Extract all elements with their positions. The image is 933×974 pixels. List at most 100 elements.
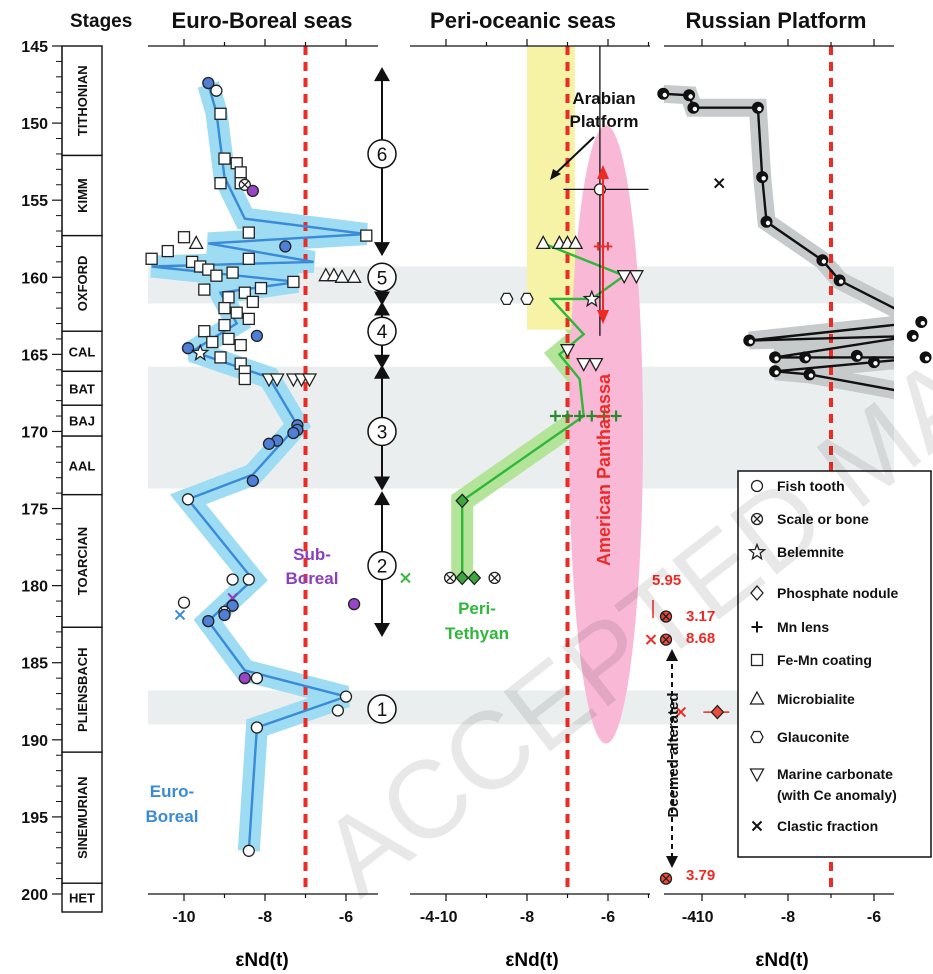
mark-0-0-66 <box>218 608 231 622</box>
mark-1-0-20 <box>455 570 470 586</box>
x-tick-label-2-0: -10 <box>690 909 713 926</box>
mark-0-0-25 <box>334 268 350 283</box>
y-tick-label-4: 165 <box>21 347 48 364</box>
mark-1-0-4 <box>616 270 632 285</box>
mark-0-0-11 <box>360 229 373 242</box>
mark-0-0-38 <box>250 329 264 343</box>
mark-0-0-58 <box>246 474 259 487</box>
mark-1-0-3 <box>568 235 584 250</box>
mark-0-0-71 <box>339 690 353 703</box>
stage-box-4 <box>61 370 103 406</box>
annotation-american-panthalassa: American Panthalassa <box>594 373 614 566</box>
event-arrow-top-4 <box>374 491 390 506</box>
mark-0-0-69 <box>238 671 251 685</box>
stage-column: TITHONIAN KIMM OXFORD CAL BAT BAJ AAL TOARCIAN P… <box>61 45 103 913</box>
legend-marker-3 <box>750 585 764 601</box>
legend-marker-2 <box>747 542 767 561</box>
mark-0-0-10 <box>242 226 255 239</box>
event-arrow-bottom-3 <box>374 476 390 491</box>
legend-label-4: Mn lens <box>777 619 829 635</box>
trend-band-2 <box>664 84 894 400</box>
event-label-4: 2 <box>377 557 388 578</box>
panel-title-euro-boreal: Euro-Boreal seas <box>172 8 353 33</box>
mark-1-0-21 <box>467 570 482 586</box>
mark-2-0-13 <box>850 349 863 362</box>
mark-1-0-0 <box>535 235 551 250</box>
event-circle-5 <box>367 694 397 724</box>
mark-1-0-16 <box>598 410 610 422</box>
stage-label-1: KIMM <box>75 178 90 213</box>
stage-box-0 <box>61 45 103 157</box>
mark-0-0-26 <box>346 268 362 283</box>
event-arrow-bottom-0 <box>374 242 390 257</box>
mark-0-0-57 <box>262 437 276 450</box>
y-tick-label-9: 190 <box>21 733 48 750</box>
legend-label-10: Clastic fraction <box>777 818 878 834</box>
mark-0-0-61 <box>226 573 239 586</box>
mark-1-0-8 <box>582 289 602 308</box>
mark-1-0-12 <box>549 410 561 422</box>
mark-0-0-29 <box>198 283 211 296</box>
mark-0-0-35 <box>242 312 255 326</box>
event-arrow-top-2 <box>374 301 390 316</box>
legend-marker-8 <box>749 768 765 783</box>
mark-1-0-11 <box>588 357 604 372</box>
legend-label-2: Belemnite <box>777 544 844 560</box>
mark-0-0-33 <box>218 301 231 315</box>
mark-0-0-67 <box>174 609 186 621</box>
legend-label-0: Fish tooth <box>777 478 845 494</box>
mark-0-0-49 <box>269 373 285 388</box>
mark-2-0-1 <box>683 89 696 102</box>
legend-label-3: Phosphate nodule <box>777 585 899 601</box>
annotation-deemed-alterated: Deemed alterated <box>665 692 682 817</box>
y-tick-label-1: 150 <box>21 116 48 133</box>
x-tick-label-0-0: -10 <box>172 909 195 926</box>
legend-marker-0 <box>750 479 764 493</box>
legend-label-5: Fe-Mn coating <box>777 652 872 668</box>
stage-label-2: OXFORD <box>75 256 90 312</box>
mark-0-0-39 <box>222 332 235 346</box>
legend-label-8: Marine carbonate <box>777 766 893 782</box>
mark-0-0-13 <box>188 235 204 250</box>
event-arrow-bottom-4 <box>374 622 390 637</box>
mark-1-0-6 <box>500 292 514 306</box>
mark-1-0-18 <box>455 493 470 509</box>
arabian-pointer-line <box>552 136 595 177</box>
mark-0-0-74 <box>242 844 255 857</box>
event-circle-4 <box>367 550 397 581</box>
panel-title-russian-platform: Russian Platform <box>686 8 867 33</box>
event-circle-3 <box>367 416 397 447</box>
y-tick-label-2: 155 <box>21 193 48 210</box>
panthalassa-arrow-up <box>597 165 609 179</box>
mark-2-0-9 <box>743 334 756 347</box>
mark-2-0-11 <box>769 351 782 364</box>
stage-box-9 <box>61 751 103 884</box>
mark-2-0-19 <box>713 177 725 189</box>
mark-1-3-2 <box>659 872 673 885</box>
annotation-peri-1: Peri- <box>458 599 496 618</box>
value-label-8-68: 8.68 <box>686 630 715 647</box>
x-axis-label-peri: εNd(t) <box>505 950 558 971</box>
legend-marker-5 <box>750 653 764 667</box>
mark-1-0-17 <box>610 410 622 422</box>
mark-0-0-2 <box>214 107 227 120</box>
mark-0-0-31 <box>222 291 235 304</box>
mark-2-0-0 <box>657 87 670 100</box>
value-label-3-17: 3.17 <box>686 608 715 625</box>
x-tick-label-1-2: -6 <box>601 909 615 926</box>
mark-0-0-16 <box>242 252 255 265</box>
event-label-2: 4 <box>377 322 388 343</box>
stage-label-7: TOARCIAN <box>75 527 90 595</box>
mark-0-0-5 <box>234 166 247 179</box>
trend-line-2 <box>664 92 894 392</box>
legend-marker-6 <box>749 690 765 705</box>
mark-2-0-14 <box>919 351 932 364</box>
x-tick-label-0-1: -8 <box>258 909 272 926</box>
mark-0-0-47 <box>238 372 251 386</box>
event-circle-1 <box>367 262 397 293</box>
event-label-5: 1 <box>377 700 388 721</box>
x-axis-label-russian: εNd(t) <box>755 950 808 971</box>
annotation-sub-2: Boreal <box>286 569 339 588</box>
mark-1-3-1 <box>659 633 673 646</box>
mark-2-0-5 <box>760 215 773 228</box>
